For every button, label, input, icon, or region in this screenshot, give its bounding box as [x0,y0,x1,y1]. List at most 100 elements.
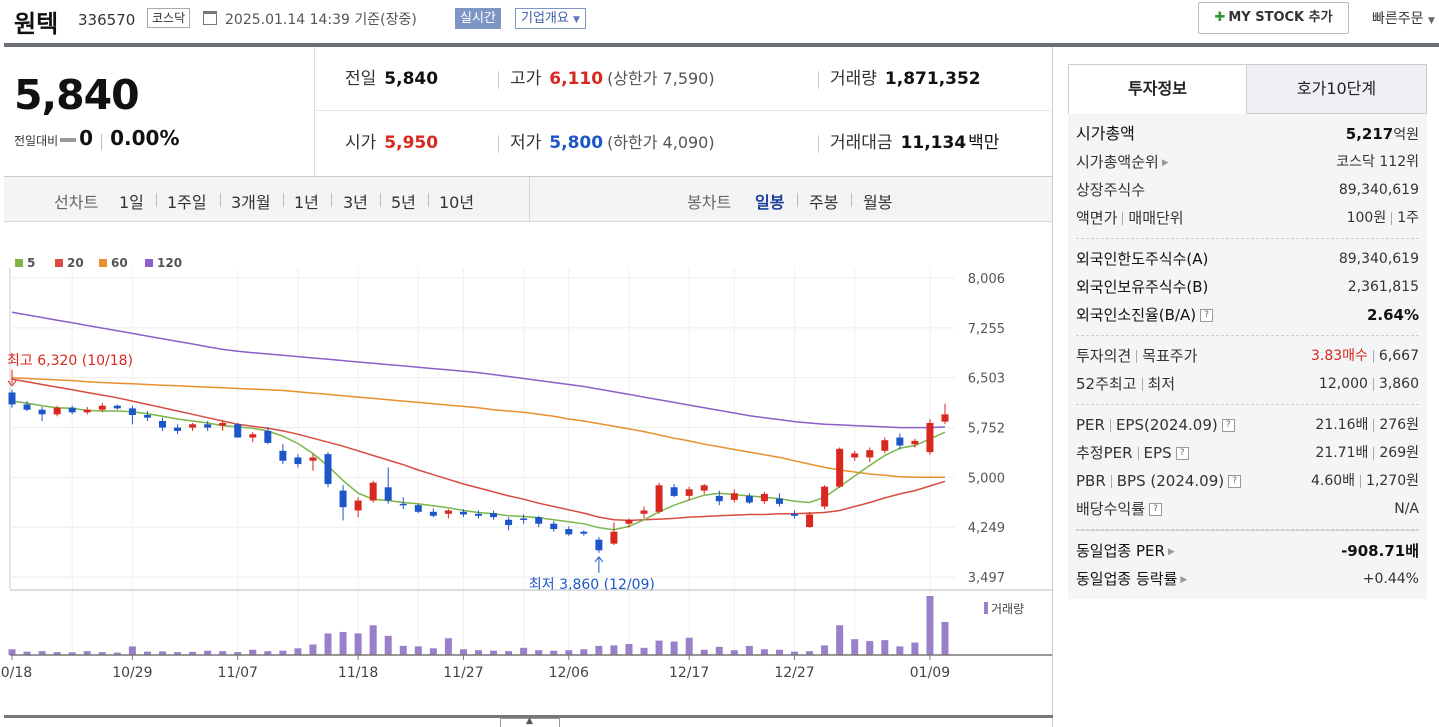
opinion-value: 3.83매수 [1310,348,1368,364]
realtime-button[interactable]: 실시간 [455,8,501,29]
x-tick-label: 11/27 [443,665,483,681]
candle-body [565,529,573,535]
chevron-down-icon: ▼ [1427,16,1435,26]
volume-bar [68,652,76,655]
tab-order-book[interactable]: 호가10단계 [1247,64,1427,114]
y-tick-label: 7,255 [968,322,1005,337]
help-icon[interactable]: ? [1200,309,1214,322]
volume-bar [234,652,242,655]
volume-bar [745,645,753,655]
price-summary: 5,840 전일대비 0 0.00% 전일 5,840 고가 6,110 (상한가 7,5… [4,47,1053,176]
candle-body [595,539,603,551]
day-low: 저가 5,800 (하한가 4,090) [510,111,715,175]
help-icon[interactable]: ? [1149,503,1163,516]
opinion-label: 투자의견 [1076,347,1132,365]
add-my-stock-label: MY STOCK 추가 [1228,10,1333,25]
candle-body [535,517,543,524]
volume-bar [655,640,663,655]
period-1d[interactable]: 1일 [119,193,144,212]
target-price-value: 6,667 [1378,348,1419,364]
info-group-shares: 시가총액 5,217억원 시가총액순위 ▶ 코스닥 112위 상장주식수 89,340,… [1076,114,1419,239]
volume-bar [610,645,618,655]
volume-bar [550,650,558,655]
stock-code: 336570 [78,11,136,29]
market-cap-rank-row[interactable]: 시가총액순위 ▶ 코스닥 112위 [1076,148,1419,176]
eps-value: 276원 [1379,417,1419,433]
volume-bar [565,650,573,655]
volume-bar [98,652,106,655]
change-label: 전일대비 [14,134,59,148]
period-1y[interactable]: 1년 [294,193,319,212]
candle-monthly[interactable]: 월봉 [863,193,893,212]
stock-header: 원텍 336570 코스닥 2025.01.14 14:39 기준(장중) 실시… [0,0,1439,44]
period-3y[interactable]: 3년 [343,193,368,212]
candle-body [715,495,723,502]
volume-bar [143,651,151,655]
volume-bar [821,645,829,655]
volume: 거래량 1,871,352 [830,47,981,111]
volume-legend-swatch [984,602,988,614]
volume-bar [444,638,452,655]
par-value-row: 액면가 매매단위 100원 1주 [1076,204,1419,232]
chart-bottom-divider [4,715,1053,718]
volume-bar [249,649,257,655]
collapse-handle[interactable]: ▲ [500,716,560,727]
opinion-row: 투자의견 목표주가 3.83매수 6,667 [1076,342,1419,370]
quick-order-button[interactable]: 빠른주문 ▼ [1372,8,1435,28]
volume-bar [490,650,498,655]
dividend-row: 배당수익률? N/A [1076,495,1419,523]
candle-body [174,427,182,431]
period-3m[interactable]: 3개월 [231,193,271,212]
candle-daily[interactable]: 일봉 [755,193,785,212]
candle-body [8,392,16,405]
sector-change-row[interactable]: 동일업종 등락률 ▶ +0.44% [1076,565,1419,593]
change-percent: 0.00% [110,126,180,150]
listed-shares-label: 상장주식수 [1076,181,1146,199]
price-row-1: 전일 5,840 고가 6,110 (상한가 7,590) 거래량 1,871,352 [315,47,1053,111]
help-icon[interactable]: ? [1221,419,1235,432]
candle-body [249,434,257,438]
foreign-limit-label: 외국인한도주식수(A) [1076,250,1209,268]
par-label: 액면가 [1076,209,1118,227]
eps-label: EPS(2024.09) [1115,416,1218,434]
volume-bar [866,641,874,655]
tab-investment-info[interactable]: 투자정보 [1068,64,1247,114]
add-my-stock-button[interactable]: ✚ MY STOCK 추가 [1198,2,1349,34]
plus-icon: ✚ [1214,10,1226,25]
sector-per-unit: 배 [1405,542,1419,560]
candle-body [821,486,829,507]
trade-unit-value: 1주 [1397,210,1419,226]
legend-label: 5 [27,256,35,270]
low-arrow-head [594,556,604,563]
period-5y[interactable]: 5년 [391,193,416,212]
x-tick-label: 01/09 [910,665,950,681]
dividend-label: 배당수익률 [1076,500,1146,518]
volume-bar [535,650,543,655]
candle-body [760,493,768,502]
candle-body [429,511,437,516]
moving-average-20 [11,378,946,522]
candle-body [490,513,498,518]
company-overview-dropdown[interactable]: 기업개요 ▼ [515,8,586,29]
candle-weekly[interactable]: 주봉 [809,193,839,212]
pbr-label: PBR [1076,472,1106,490]
volume-bar [640,647,648,655]
x-tick-label: 12/06 [549,665,589,681]
volume-bar [324,633,332,655]
help-icon[interactable]: ? [1175,447,1189,460]
caret-right-icon: ▶ [1167,546,1175,557]
foreign-ratio-value: 2.64% [1366,306,1419,324]
candle-body [881,440,889,451]
period-1w[interactable]: 1주일 [167,193,207,212]
volume-bar [369,625,377,655]
candle-body [399,503,407,506]
sector-per-row[interactable]: 동일업종 PER ▶ -908.71배 [1076,537,1419,565]
volume-bar [791,651,799,655]
amount-value: 11,134 [900,133,967,153]
candle-body [911,440,919,445]
help-icon[interactable]: ? [1228,475,1242,488]
volume-bar [700,649,708,655]
volume-bar [38,651,46,655]
period-10y[interactable]: 10년 [439,193,475,212]
foreign-hold-row: 외국인보유주식수(B) 2,361,815 [1076,273,1419,301]
